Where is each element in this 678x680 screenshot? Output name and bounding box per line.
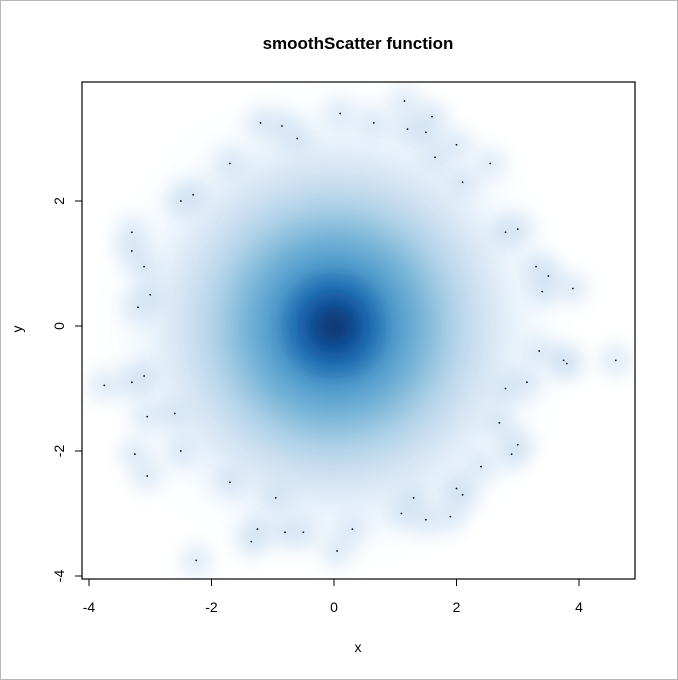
outlier-point	[143, 265, 146, 268]
outlier-point	[256, 528, 259, 531]
outlier-point	[455, 143, 458, 146]
outlier-point	[614, 359, 617, 362]
outlier-point	[146, 475, 149, 477]
outlier-point	[103, 384, 106, 387]
outlier-point	[134, 453, 136, 456]
y-tick-label: 0	[51, 322, 67, 330]
density-layer	[88, 85, 632, 577]
outlier-point	[498, 421, 501, 424]
outlier-point	[504, 387, 507, 390]
outlier-point	[455, 487, 458, 490]
x-axis-label: x	[355, 639, 362, 655]
x-tick-label: 2	[453, 599, 461, 615]
outlier-point	[424, 131, 427, 134]
outlier-point	[565, 362, 568, 365]
outlier-point	[571, 287, 574, 290]
outlier-point	[489, 162, 492, 165]
x-axis: -4 -2 0 2 4	[83, 578, 583, 615]
outlier-point	[179, 450, 182, 452]
outlier-point	[562, 359, 565, 362]
outlier-point	[281, 125, 283, 127]
outlier-point	[143, 375, 146, 377]
y-tick-label: 2	[51, 197, 67, 205]
outlier-point	[149, 293, 152, 296]
y-axis-label: y	[9, 326, 25, 333]
outlier-point	[480, 465, 482, 468]
y-axis: -4 -2 0 2	[51, 197, 83, 583]
outlier-point	[274, 496, 277, 499]
outlier-point	[250, 540, 253, 543]
y-tick-label: -2	[51, 445, 67, 458]
x-tick-label: -4	[83, 599, 96, 615]
outlier-point	[412, 496, 415, 499]
outlier-point	[195, 559, 198, 562]
x-tick-label: 0	[330, 599, 338, 615]
outlier-point	[431, 115, 433, 118]
outlier-point	[526, 381, 528, 384]
outlier-point	[351, 528, 354, 531]
density-level-9	[315, 307, 353, 345]
outlier-point	[336, 550, 338, 552]
outlier-point	[434, 156, 436, 159]
outlier-point	[339, 112, 342, 115]
outlier-point	[228, 162, 231, 165]
outlier-point	[259, 121, 262, 124]
outlier-point	[130, 381, 133, 384]
outlier-point	[516, 228, 519, 231]
outlier-point	[228, 481, 231, 484]
outlier-point	[535, 265, 538, 268]
outlier-point	[296, 137, 299, 140]
outlier-point	[284, 531, 286, 534]
outlier-point	[302, 531, 305, 534]
outlier-point	[538, 350, 541, 352]
outlier-point	[403, 100, 406, 102]
outlier-point	[504, 231, 507, 234]
x-tick-label: 4	[575, 599, 583, 615]
outlier-point	[449, 515, 452, 518]
outlier-point	[137, 306, 139, 309]
y-tick-label: -4	[51, 570, 67, 583]
outlier-point	[372, 121, 375, 124]
chart-title: smoothScatter function	[263, 34, 454, 53]
outlier-point	[400, 512, 403, 515]
outlier-point	[192, 193, 195, 196]
outlier-point	[461, 181, 464, 184]
outlier-point	[541, 290, 544, 293]
outlier-point	[424, 518, 427, 521]
outlier-point	[179, 200, 182, 202]
outlier-point	[130, 231, 133, 234]
outlier-point	[547, 275, 550, 277]
outlier-points	[103, 100, 617, 562]
outlier-point	[516, 443, 519, 446]
outlier-point	[130, 250, 133, 252]
outlier-point	[146, 415, 149, 418]
outlier-point	[173, 412, 176, 415]
outlier-point	[510, 453, 513, 456]
outlier-point	[461, 493, 464, 496]
x-tick-label: -2	[205, 599, 218, 615]
outlier-point	[406, 128, 409, 131]
